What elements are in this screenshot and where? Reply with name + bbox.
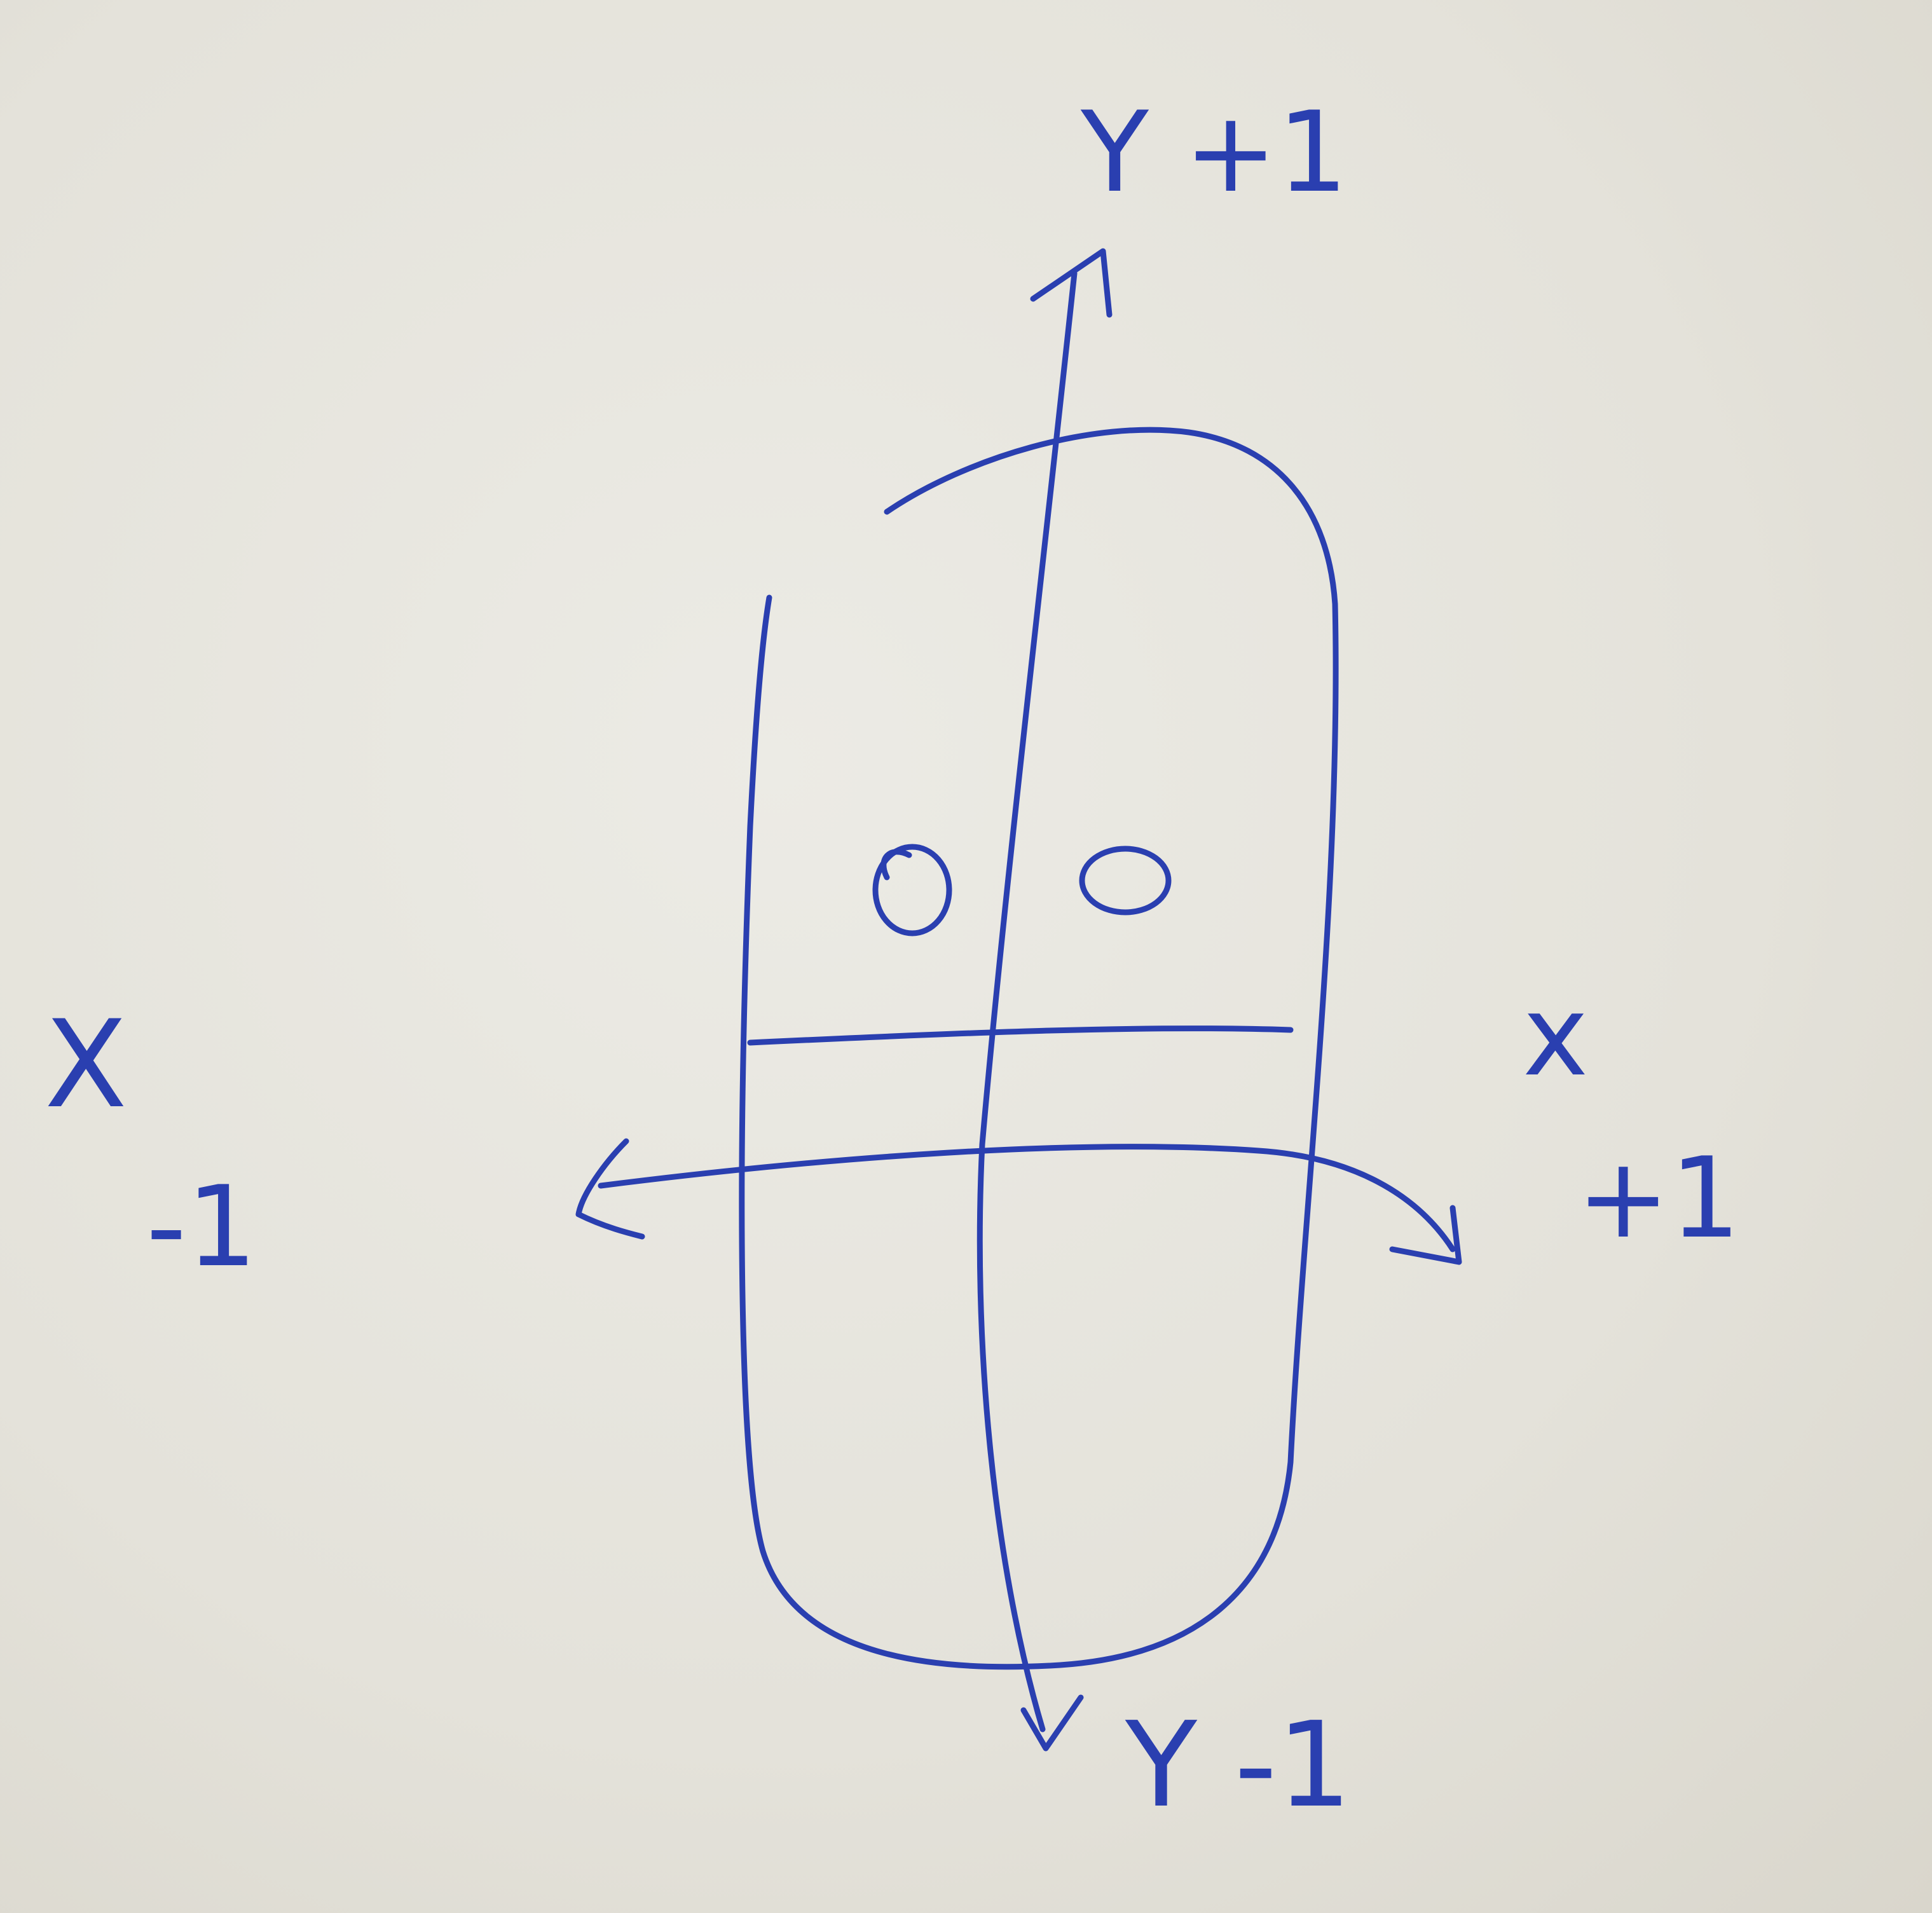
x-axis-line xyxy=(598,1144,1456,1252)
x-axis-right-arrowhead xyxy=(1389,1205,1462,1265)
y-axis-bottom-arrowhead xyxy=(1020,1694,1084,1752)
x-axis-left-arrowhead xyxy=(575,1138,645,1240)
y-plus-label: Y +1 xyxy=(1080,88,1348,217)
x-left-value: -1 xyxy=(146,1163,257,1292)
x-left-letter: X xyxy=(45,994,127,1135)
device-outline xyxy=(739,427,1339,1670)
device-divider-line xyxy=(747,1025,1294,1046)
left-circle xyxy=(872,844,952,936)
left-circle-start-stroke xyxy=(880,849,912,881)
x-right-letter: x xyxy=(1523,972,1589,1101)
x-right-value: +1 xyxy=(1577,1134,1741,1263)
y-minus-label: Y -1 xyxy=(1125,1696,1352,1834)
y-axis-line xyxy=(976,270,1078,1732)
right-circle xyxy=(1079,846,1172,915)
y-axis-top-arrowhead xyxy=(1030,248,1113,318)
